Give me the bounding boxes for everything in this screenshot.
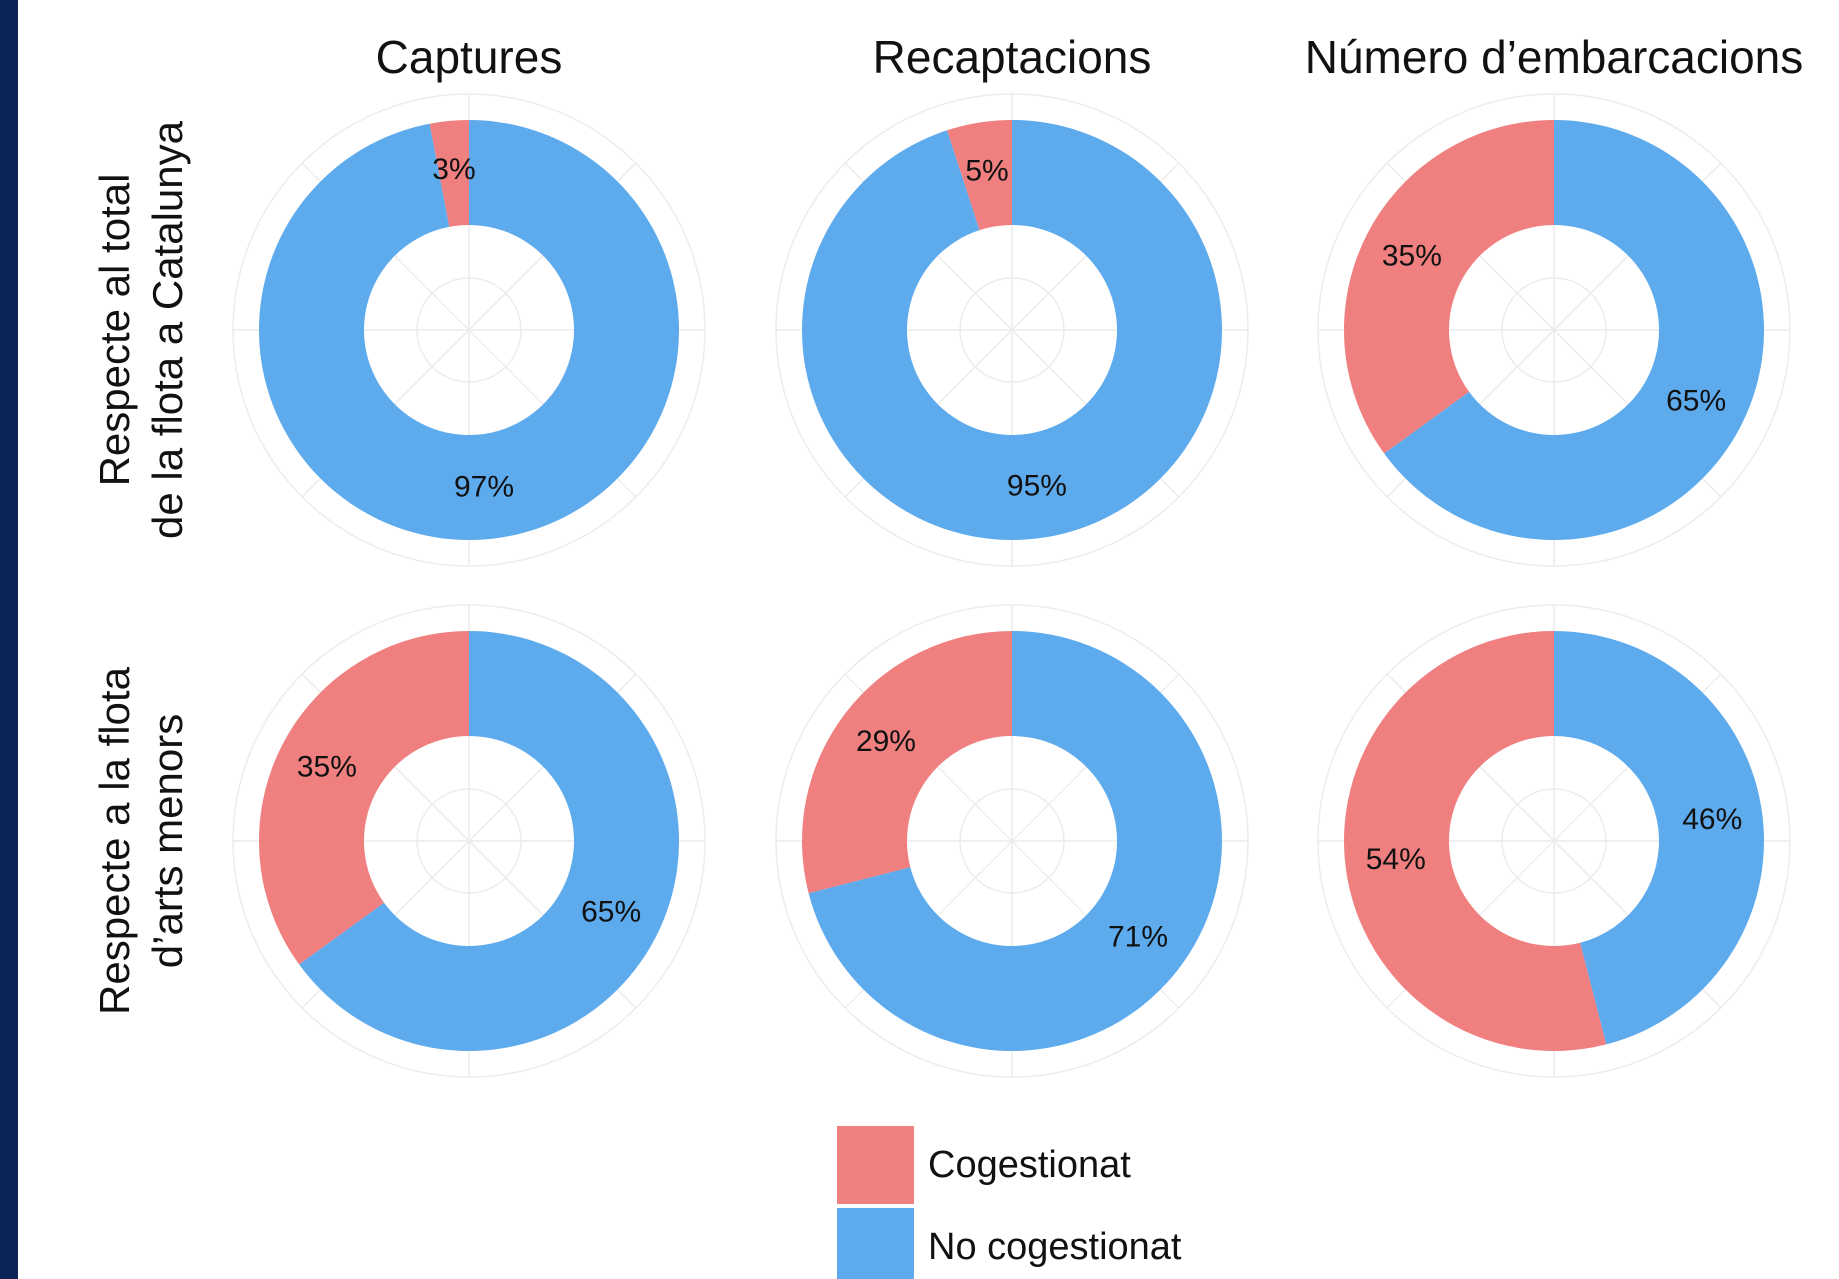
donut-slice bbox=[802, 631, 1012, 894]
legend-swatch bbox=[837, 1208, 914, 1279]
value-label: 65% bbox=[1666, 384, 1726, 417]
value-label: 46% bbox=[1682, 803, 1742, 836]
value-label: 35% bbox=[297, 751, 357, 784]
legend-swatch bbox=[837, 1126, 914, 1204]
donut-slice bbox=[299, 631, 679, 1051]
donut-slice bbox=[429, 120, 469, 227]
value-label: 35% bbox=[1382, 240, 1442, 273]
donut-slice bbox=[1344, 631, 1607, 1051]
donut-slice bbox=[802, 120, 1222, 540]
donut-slice bbox=[1344, 119, 1554, 454]
donut-slice bbox=[1554, 630, 1765, 1045]
donut-slice bbox=[808, 631, 1223, 1052]
row-label: d’arts menors bbox=[144, 714, 191, 968]
row-label: Respecte al total bbox=[91, 174, 138, 487]
value-label: 65% bbox=[581, 895, 641, 928]
donut-slice bbox=[258, 631, 469, 965]
value-label: 95% bbox=[1007, 469, 1067, 502]
donut-slice bbox=[1384, 120, 1765, 540]
column-title: Captures bbox=[376, 31, 563, 83]
value-label: 3% bbox=[432, 153, 475, 186]
row-label: de la flota a Catalunya bbox=[144, 120, 191, 539]
column-title: Número d’embarcacions bbox=[1305, 31, 1804, 83]
column-title: Recaptacions bbox=[873, 31, 1152, 83]
value-label: 29% bbox=[856, 725, 916, 758]
donut-slice bbox=[259, 120, 680, 541]
side-bar bbox=[0, 0, 18, 1279]
value-label: 5% bbox=[965, 154, 1008, 187]
donut-slice bbox=[947, 120, 1012, 231]
legend-label: No cogestionat bbox=[928, 1226, 1182, 1268]
value-label: 54% bbox=[1366, 843, 1426, 876]
row-label: Respecte a la flota bbox=[91, 666, 138, 1015]
value-label: 97% bbox=[454, 471, 514, 504]
legend-label: Cogestionat bbox=[928, 1144, 1131, 1186]
value-label: 71% bbox=[1108, 921, 1168, 954]
